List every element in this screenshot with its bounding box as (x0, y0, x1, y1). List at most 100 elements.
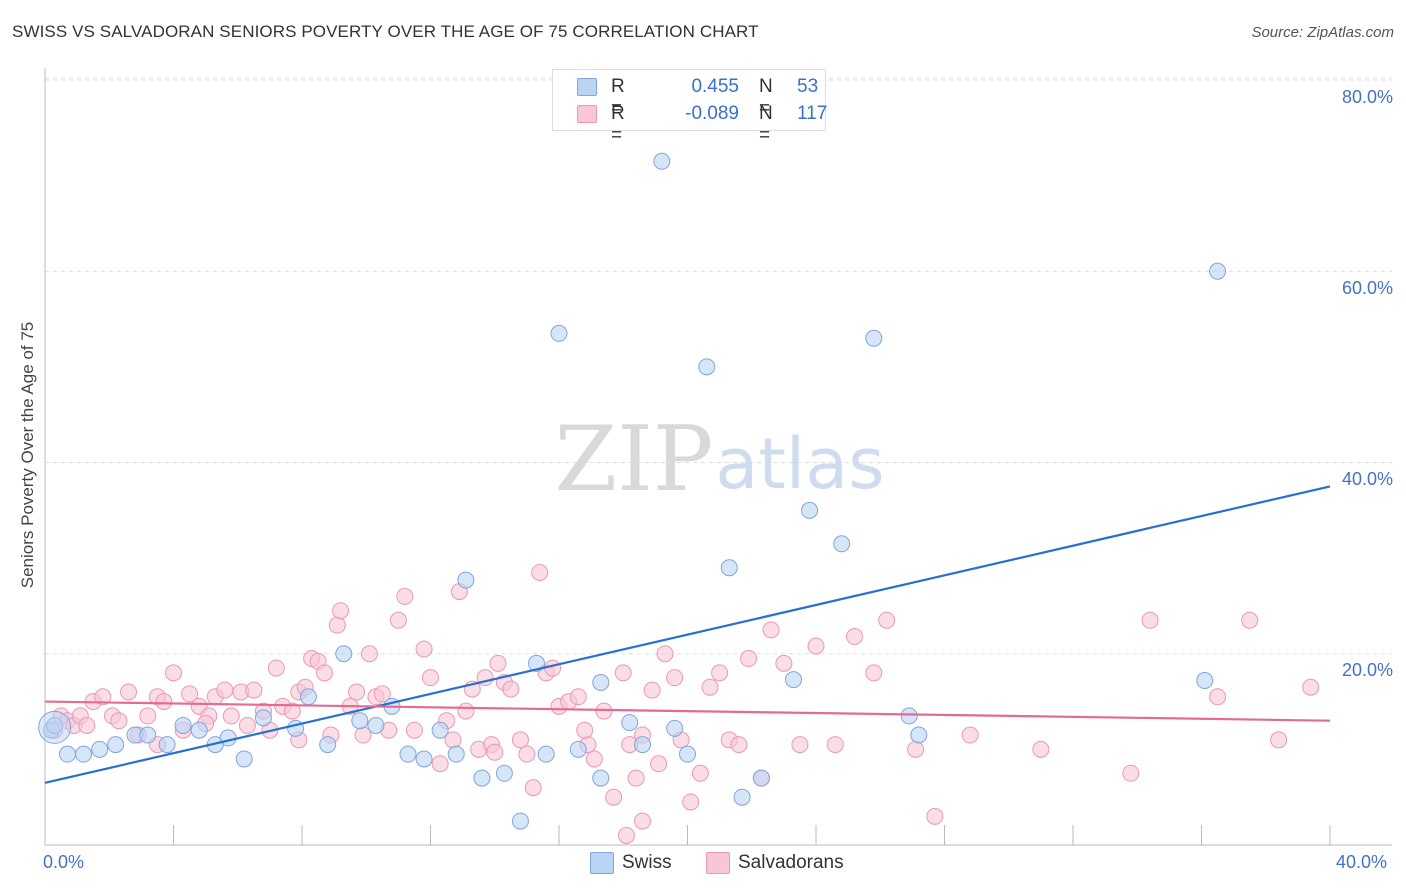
swiss-point (785, 671, 803, 689)
salvadorans-point (139, 707, 157, 725)
salvadorans-point (94, 688, 112, 706)
swiss-point (679, 745, 696, 763)
salvadorans-point (415, 640, 433, 658)
swiss-point (1196, 672, 1214, 690)
legend-r-value: -0.089 (685, 103, 739, 124)
swiss-point (537, 745, 555, 763)
salvadorans-point (730, 736, 748, 754)
salvadorans-point (486, 743, 504, 761)
swiss-point (720, 559, 738, 577)
salvadorans-point (405, 721, 423, 739)
swiss-point (666, 719, 684, 737)
swiss-point (174, 716, 192, 734)
salvadorans-point (627, 769, 645, 787)
swiss-point (592, 769, 610, 787)
salvadorans-point (569, 688, 587, 706)
swiss-point (801, 501, 819, 519)
salvadorans-point (865, 664, 883, 682)
y-tick-20: 20.0% (1341, 660, 1393, 680)
salvadorans-point (1141, 611, 1159, 629)
salvadorans-point (656, 645, 674, 663)
legend-n-value: 53 (797, 76, 819, 97)
salvadorans-point (666, 669, 684, 687)
swiss-point (473, 769, 491, 787)
swiss-point (528, 654, 546, 672)
y-tick-60: 60.0% (1341, 278, 1393, 298)
swiss-point (367, 716, 385, 734)
swiss-point (139, 726, 157, 744)
salvadorans-point (348, 683, 366, 701)
swiss-point (158, 736, 176, 754)
swiss-point (592, 673, 610, 691)
salvadorans-point (617, 826, 635, 844)
chart-title: SWISS VS SALVADORAN SENIORS POVERTY OVER… (12, 22, 759, 41)
salvadorans-point (1302, 678, 1320, 696)
y-tick-40: 40.0% (1341, 469, 1393, 489)
swiss-point (351, 712, 369, 730)
swiss-swatch (577, 78, 597, 96)
x-tick-min: 0.0% (43, 852, 85, 872)
swiss-point (634, 736, 652, 754)
swiss-point (335, 645, 353, 663)
salvadorans-point (245, 681, 263, 699)
swiss-point (495, 764, 513, 782)
salvadorans-point (165, 664, 182, 682)
salvadorans-point (1270, 731, 1288, 749)
salvadorans-point (585, 750, 603, 768)
legend-r-label: R = (611, 103, 625, 146)
salvadorans-point (826, 736, 844, 754)
salvadorans-point (846, 628, 864, 646)
salvadorans-point (524, 779, 542, 797)
salvadorans-point (961, 726, 979, 744)
watermark-atlas: atlas (715, 423, 884, 505)
swiss-point (107, 736, 125, 754)
swiss-point (833, 535, 851, 553)
y-tick-80: 80.0% (1341, 87, 1393, 107)
salvadorans-point (614, 664, 632, 682)
swiss-point (752, 769, 770, 787)
swiss-point (457, 571, 475, 589)
salvadorans-point (216, 681, 234, 699)
watermark-zip: ZIP (555, 407, 714, 512)
salvadorans-point (389, 611, 407, 629)
swiss-points (38, 152, 1227, 830)
salvadorans-point (682, 793, 700, 811)
salvadorans-point (1209, 688, 1227, 706)
swiss-point (550, 324, 568, 342)
salvadorans-point (332, 602, 350, 620)
legend-n-label: N = (759, 103, 773, 146)
salvadorans-point (926, 807, 944, 825)
swiss-point (569, 740, 587, 758)
salvadorans-point (518, 745, 536, 763)
salvadorans-point (634, 812, 652, 830)
swiss-point (254, 709, 272, 727)
salvadorans-point (502, 680, 520, 698)
salvadorans-point (1241, 611, 1259, 629)
swiss-point (733, 788, 751, 806)
swiss-point (698, 358, 716, 376)
salvadorans-swatch (577, 105, 597, 123)
salvadorans-point (807, 637, 825, 655)
salvadorans-point (181, 685, 199, 703)
salvadorans-point (1122, 764, 1140, 782)
swiss-trend-line (44, 485, 1331, 784)
salvadorans-point (360, 645, 378, 663)
swiss-point (447, 745, 465, 763)
salvadorans-point (511, 731, 529, 749)
salvadorans-point (1032, 740, 1050, 758)
swiss-point (621, 714, 639, 732)
swiss-point (1209, 262, 1227, 280)
salvadorans-point (373, 685, 391, 703)
salvadorans-point (120, 683, 138, 701)
salvadorans-point (907, 740, 925, 758)
swiss-point (399, 745, 417, 763)
salvadorans-trend-line (44, 700, 1331, 722)
swiss-point (415, 750, 433, 768)
salvadorans-point (791, 736, 809, 754)
correlation-legend: R = 0.455 N = 53 R = -0.089 N = 117 (552, 69, 827, 146)
swiss-point-large (38, 710, 72, 744)
salvadorans-point (643, 681, 661, 699)
swiss-point (190, 721, 208, 739)
salvadorans-point (878, 611, 896, 629)
